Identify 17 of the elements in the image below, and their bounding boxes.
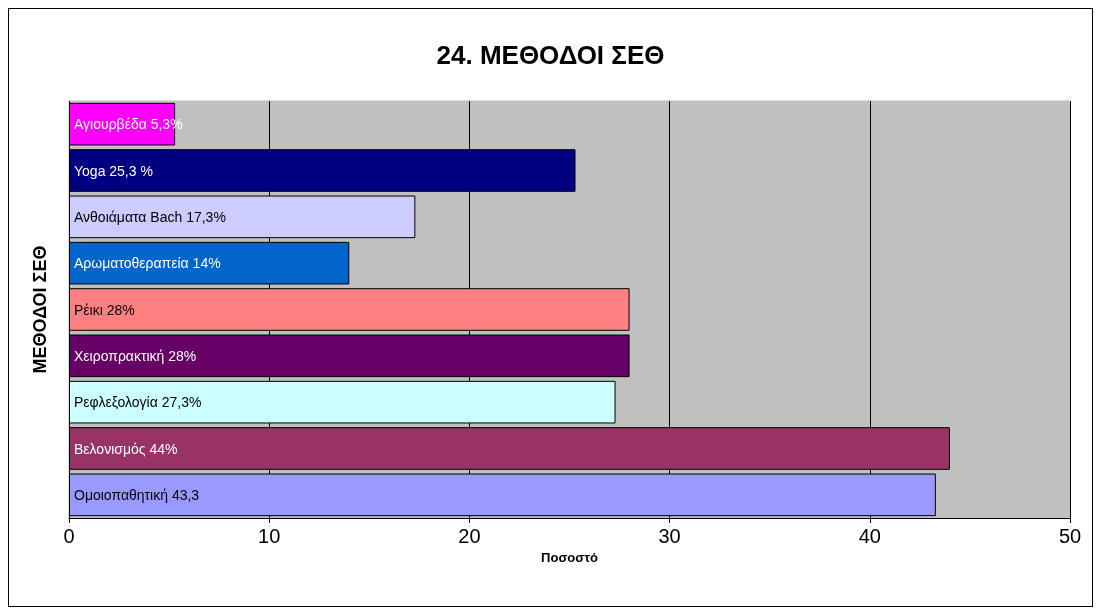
- x-tick-label: 40: [858, 525, 881, 547]
- category-label: Χειροπρακτική 28%: [74, 347, 197, 364]
- x-tick-label: 10: [258, 525, 281, 547]
- category-label: Βελονισμός 44%: [74, 440, 178, 457]
- y-axis-title: ΜΕΘΟΔΟΙ ΣΕΘ: [30, 245, 50, 374]
- x-tick-label: 30: [658, 525, 681, 547]
- category-label: Ρέικι 28%: [74, 301, 135, 318]
- x-tick-label: 50: [1058, 525, 1082, 547]
- category-label: Ομοιοπαθητική 43,3: [74, 486, 200, 503]
- category-label: Αρωματοθεραπεία 14%: [74, 255, 221, 272]
- x-tick-label: 20: [458, 525, 481, 547]
- x-tick-label: 0: [63, 525, 75, 547]
- x-axis-title: Ποσοστό: [541, 549, 598, 565]
- chart-title: 24. ΜΕΘΟΔΟΙ ΣΕΘ: [436, 40, 665, 70]
- category-label: Ρεφλεξολογία 27,3%: [74, 394, 202, 411]
- category-label: Yoga 25,3 %: [74, 162, 153, 179]
- category-label: Ανθοιάματα Bach 17,3%: [74, 208, 226, 225]
